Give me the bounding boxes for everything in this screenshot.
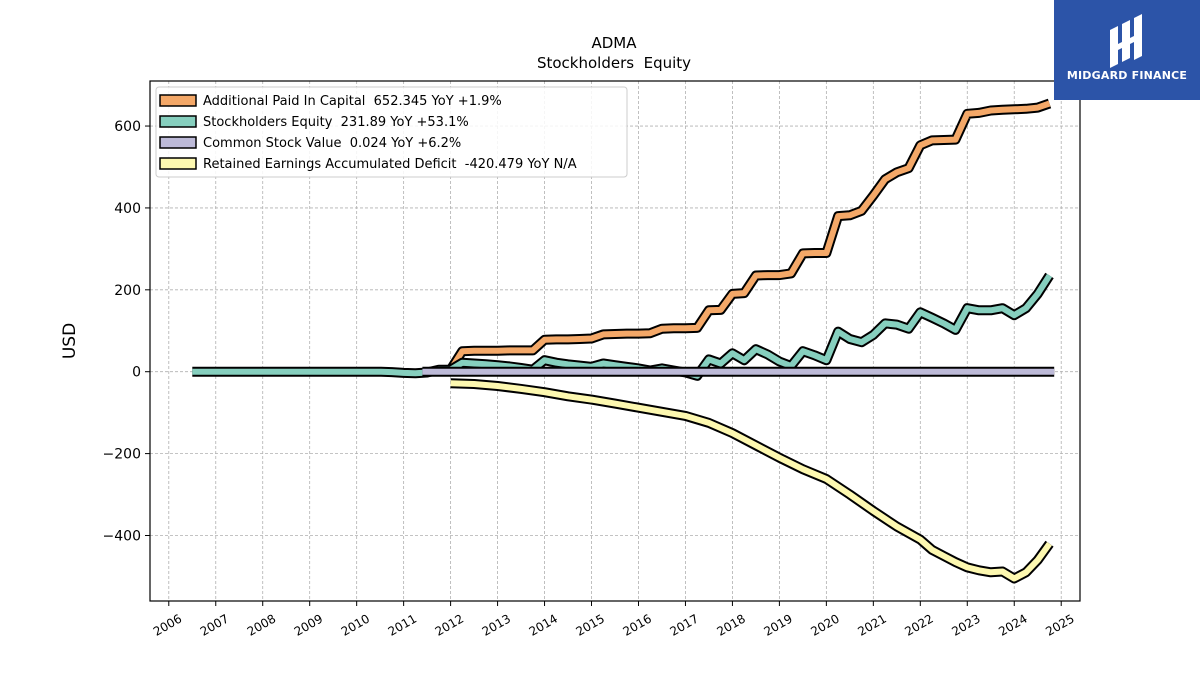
legend-swatch xyxy=(159,94,197,107)
x-tick-label: 2014 xyxy=(527,611,560,638)
x-tick-label: 2011 xyxy=(386,611,419,638)
y-tick-label: −400 xyxy=(103,528,141,544)
x-tick-label: 2008 xyxy=(245,611,278,638)
x-tick-label: 2022 xyxy=(902,611,935,638)
axis-ticks: 2006 2007 2008 2009 2010 2011 2012 2013 2014 2015… xyxy=(103,119,1077,639)
x-tick-label: 2006 xyxy=(151,611,184,638)
series-stockholders-equity xyxy=(192,272,1054,381)
chart-title: ADMA xyxy=(591,34,637,52)
y-tick-label: 0 xyxy=(132,365,141,381)
legend-entry: Retained Earnings Accumulated Deficit -4… xyxy=(203,157,577,172)
x-tick-label: 2023 xyxy=(949,611,982,638)
legend-entry: Additional Paid In Capital 652.345 YoY +… xyxy=(203,94,502,109)
series-outline xyxy=(450,378,1054,584)
x-tick-label: 2018 xyxy=(714,611,747,638)
legend: Additional Paid In Capital 652.345 YoY +… xyxy=(155,86,628,178)
x-tick-label: 2009 xyxy=(292,611,325,638)
y-tick-label: 200 xyxy=(114,283,141,299)
x-tick-label: 2021 xyxy=(855,611,888,638)
x-tick-label: 2007 xyxy=(198,611,231,638)
x-tick-label: 2012 xyxy=(433,611,466,638)
plot-frame xyxy=(149,80,1081,602)
logo-text: MIDGARD FINANCE xyxy=(1066,69,1188,82)
x-tick-label: 2017 xyxy=(668,611,701,638)
legend-swatch xyxy=(159,115,197,128)
chart-subtitle: Stockholders Equity xyxy=(537,54,691,72)
y-tick-label: 600 xyxy=(114,119,141,135)
x-tick-label: 2025 xyxy=(1043,611,1076,638)
x-tick-label: 2016 xyxy=(621,611,654,638)
series-line xyxy=(448,100,1051,372)
x-tick-label: 2013 xyxy=(480,611,513,638)
legend-box xyxy=(155,86,628,178)
legend-swatch xyxy=(159,136,197,149)
y-tick-label: 400 xyxy=(114,201,141,217)
logo-mark-icon xyxy=(1110,14,1142,68)
series-additional-paid-in-capital xyxy=(446,98,1052,373)
series-outline xyxy=(192,272,1054,381)
legend-entry: Common Stock Value 0.024 YoY +6.2% xyxy=(203,136,461,151)
y-tick-label: −200 xyxy=(103,447,141,463)
series-line xyxy=(450,380,1052,582)
series-layer xyxy=(192,98,1055,584)
midgard-finance-logo: MIDGARD FINANCE xyxy=(1054,0,1200,100)
x-tick-label: 2015 xyxy=(574,611,607,638)
y-axis-label: USD xyxy=(60,323,80,359)
x-tick-label: 2024 xyxy=(996,611,1029,638)
x-tick-label: 2020 xyxy=(808,611,841,638)
legend-entry: Stockholders Equity 231.89 YoY +53.1% xyxy=(203,115,469,130)
legend-swatch xyxy=(159,157,197,170)
x-tick-label: 2010 xyxy=(339,611,372,638)
x-tick-label: 2019 xyxy=(761,611,794,638)
series-line xyxy=(192,273,1053,379)
series-retained-earnings-accumulated-deficit xyxy=(450,378,1054,584)
